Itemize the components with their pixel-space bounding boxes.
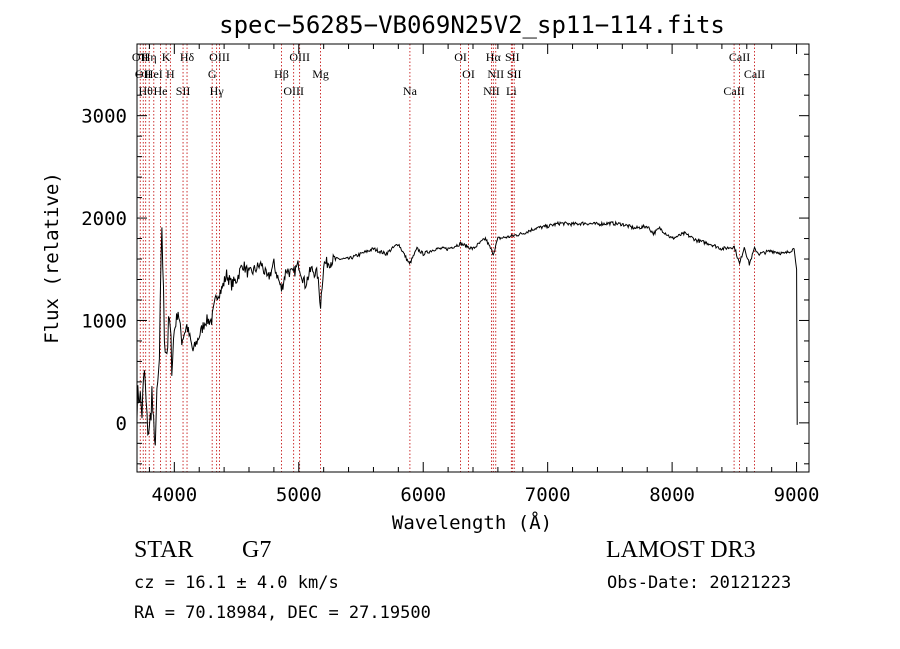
x-tick-label: 7000 [525,484,571,506]
line-label: OIII [289,50,310,64]
line-label: Hγ [210,84,225,98]
line-label: CaII [744,67,765,81]
y-tick-label: 1000 [81,310,127,332]
x-tick-label: 6000 [400,484,446,506]
line-label: Hθ [139,84,154,98]
line-label: NII [487,67,504,81]
x-axis-label: Wavelength (Å) [392,511,552,534]
line-label: Li [506,84,517,98]
x-tick-label: 8000 [649,484,695,506]
line-label: Hη [142,50,157,64]
object-class: STAR [134,537,194,563]
line-label: OIII [283,84,304,98]
spectral-line-labels: OIIOIIHθHηHeIHeKHSIIHδGHγOIIIHβOIIIOIIIM… [132,50,765,98]
line-label: He [154,84,168,98]
line-label: OI [454,50,467,64]
line-label: CaII [723,84,744,98]
x-tick-label: 4000 [151,484,197,506]
object-subclass: G7 [242,537,272,563]
x-axis: 4000 5000 6000 7000 8000 9000 [148,44,820,506]
coordinates: RA = 70.18984, DEC = 27.19500 [134,603,431,623]
y-tick-label: 0 [116,413,127,435]
y-axis-label: Flux (relative) [41,172,63,344]
spectrum-series [136,220,798,446]
line-label: Mg [312,67,329,81]
line-label: K [162,50,171,64]
spectrum-line [136,220,798,446]
y-axis: 0 1000 2000 3000 [81,53,809,465]
line-label: CaII [729,50,750,64]
line-label: G [208,67,217,81]
y-tick-label: 2000 [81,208,127,230]
line-label: Hδ [180,50,195,64]
line-label: OII [132,50,149,64]
obs-date: Obs-Date: 20121223 [607,573,792,593]
line-label: SII [176,84,191,98]
line-label: OI [462,67,475,81]
line-label: SII [505,50,520,64]
x-tick-label: 5000 [276,484,322,506]
spectral-line-markers [139,44,755,472]
line-label: Na [403,84,418,98]
line-label: OIII [209,50,230,64]
line-label: H [166,67,175,81]
line-label: OII [135,67,152,81]
y-tick-label: 3000 [81,106,127,128]
line-label: SII [507,67,522,81]
plot-frame [136,43,810,473]
line-label: NII [483,84,500,98]
redshift-readout: cz = 16.1 ± 4.0 km/s [134,573,339,593]
survey-name: LAMOST DR3 [606,537,756,563]
line-label: HeI [145,67,163,81]
chart-title: spec−56285−VB069N25V2_sp11−114.fits [219,11,725,39]
x-tick-label: 9000 [774,484,820,506]
line-label: Hβ [274,67,289,81]
line-label: Hα [486,50,502,64]
